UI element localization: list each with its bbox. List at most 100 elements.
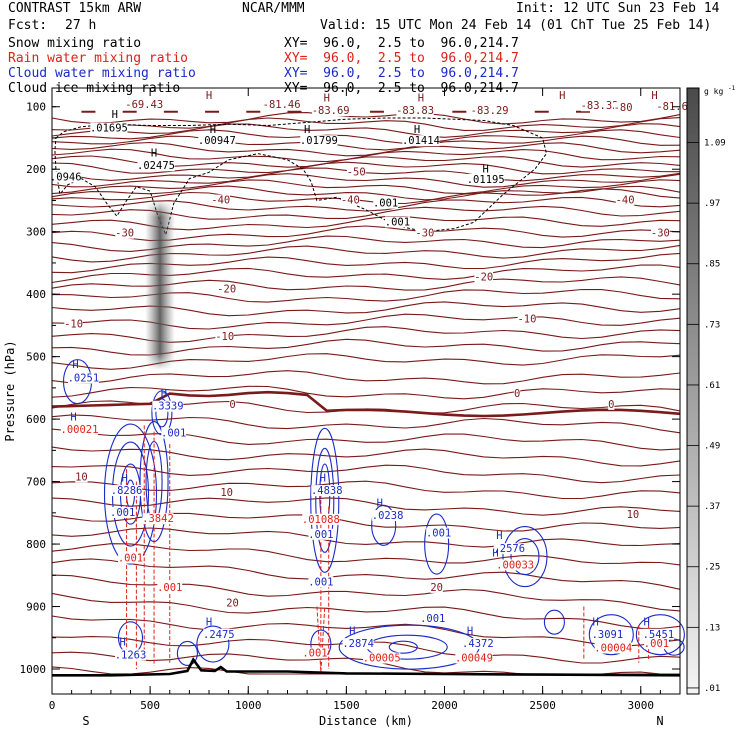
cloud-ice-value-label: .01195 [467, 174, 505, 186]
temperature-contour-label: 0 [608, 399, 614, 411]
y-tick-label: 200 [26, 163, 46, 176]
max-marker: H [418, 93, 424, 105]
field-xy-cloud-water: XY= 96.0, 2.5 to 96.0,214.7 [284, 66, 519, 81]
cloud-water-value-label: .001 [426, 528, 451, 540]
isotherm-line [51, 446, 681, 467]
fcst-label: Fcst: [8, 18, 48, 33]
max-marker: H [349, 626, 355, 638]
isotherm-line [51, 428, 681, 451]
rain-value-label: .3842 [142, 513, 174, 525]
temperature-contour-label: -40 [341, 195, 360, 207]
init-time: Init: 12 UTC Sun 23 Feb 14 [516, 1, 720, 16]
isotherm-line [51, 370, 681, 385]
isotherm-line [51, 188, 681, 205]
temperature-contour-label: 10 [75, 471, 88, 483]
temperature-contour-label: -30 [115, 228, 134, 240]
max-marker: H [70, 411, 76, 423]
cloud-water-contour [310, 427, 340, 573]
isotherm-line [51, 385, 681, 400]
temperature-contour-label: -69.43 [125, 99, 163, 111]
isotherm-line [51, 135, 681, 151]
rain-value-label: .00033 [496, 559, 534, 571]
model-title: CONTRAST 15km ARW [8, 1, 142, 16]
temperature-contour-label: 20 [430, 582, 443, 594]
end-label-south: S [82, 714, 89, 728]
isotherm-line [51, 167, 681, 182]
isotherm-line [51, 464, 681, 484]
max-marker: H [206, 90, 212, 102]
cloud-water-contour [388, 640, 418, 654]
rain-value-label: .001 [118, 553, 143, 565]
colorbar-label: .85 [704, 260, 720, 270]
terrain-surface [52, 657, 681, 677]
y-tick-label: 600 [26, 413, 46, 426]
isotherm-line [51, 129, 681, 145]
temperature-contour-label: -30 [415, 228, 434, 240]
cloud-water-contour [635, 614, 685, 656]
y-tick-label: 900 [26, 601, 46, 614]
max-marker: H [304, 124, 310, 136]
cloud-water-contour [588, 614, 634, 656]
isotherm-line [51, 141, 681, 157]
field-name-rain: Rain water mixing ratio [8, 51, 189, 66]
isotherm-line [51, 185, 681, 201]
temperature-contour-label: 20 [226, 598, 239, 610]
y-tick-label: 400 [26, 288, 46, 301]
cloud-ice-value-label: .001 [385, 216, 410, 228]
max-marker: H [496, 530, 502, 542]
y-tick-label: 500 [26, 351, 46, 364]
max-marker: H [559, 90, 565, 102]
max-marker: H [72, 359, 78, 371]
x-tick-label: 500 [140, 699, 160, 712]
colorbar-label: .73 [704, 320, 720, 330]
cloud-water-contour [155, 398, 169, 428]
cloud-ice-contours [54, 117, 548, 370]
temperature-contour-label: 10 [220, 487, 233, 499]
max-marker: H [643, 616, 649, 628]
cloud-ice-value-label: .01799 [300, 135, 338, 147]
field-name-snow: Snow mixing ratio [8, 36, 142, 51]
isotherm-line [51, 148, 681, 163]
cloud-water-value-label: .0238 [372, 510, 404, 522]
temperature-contour-label: 0 [514, 388, 520, 400]
isotherm-line [51, 615, 681, 647]
isotherm-line [51, 543, 681, 566]
isotherm-line [51, 112, 681, 125]
fcst-value: 27 h [65, 18, 97, 33]
temperature-contour-label: -10 [517, 313, 536, 325]
x-tick-label: 3000 [628, 699, 655, 712]
temperature-contour-label: -10 [64, 318, 83, 330]
cloud-water-value-label: .1263 [115, 649, 147, 661]
isotherm-line [51, 117, 681, 131]
colorbar-label: .97 [704, 199, 720, 209]
cloud-water-value-label: .001 [161, 428, 186, 440]
cloud-water-value-label: .4372 [462, 638, 494, 650]
x-tick-label: 1000 [235, 699, 262, 712]
y-tick-label: 800 [26, 538, 46, 551]
temperature-contour-label: -80 [614, 102, 633, 114]
x-axis-label: Distance (km) [319, 714, 413, 728]
isotherm-line [51, 592, 681, 630]
end-label-north: N [656, 714, 663, 728]
max-marker: H [161, 388, 167, 400]
temperature-contour-label: -50 [347, 166, 366, 178]
temperature-contour-label: -83.29 [471, 105, 509, 117]
field-xy-rain: XY= 96.0, 2.5 to 96.0,214.7 [284, 51, 519, 66]
cloud-water-value-label: .2874 [342, 638, 374, 650]
max-marker: H [320, 473, 326, 485]
temperature-contour-label: -30 [651, 228, 670, 240]
isotherm-line [51, 527, 681, 548]
center-name: NCAR/MMM [242, 1, 305, 16]
isotherm-line [51, 558, 681, 590]
cloud-water-contour [103, 423, 158, 565]
freezing-level-line [51, 390, 681, 418]
isotherm-line [51, 173, 681, 188]
cloud-ice-value-label: .0946 [50, 171, 82, 183]
max-marker: H [467, 626, 473, 638]
temperature-contour-label: -10 [215, 331, 234, 343]
isotherm-line [51, 574, 681, 612]
y-axis-label: Pressure (hPa) [3, 340, 17, 441]
valid-time: Valid: 15 UTC Mon 24 Feb 14 (01 ChT Tue … [320, 18, 712, 33]
rain-value-label: .01088 [302, 514, 340, 526]
